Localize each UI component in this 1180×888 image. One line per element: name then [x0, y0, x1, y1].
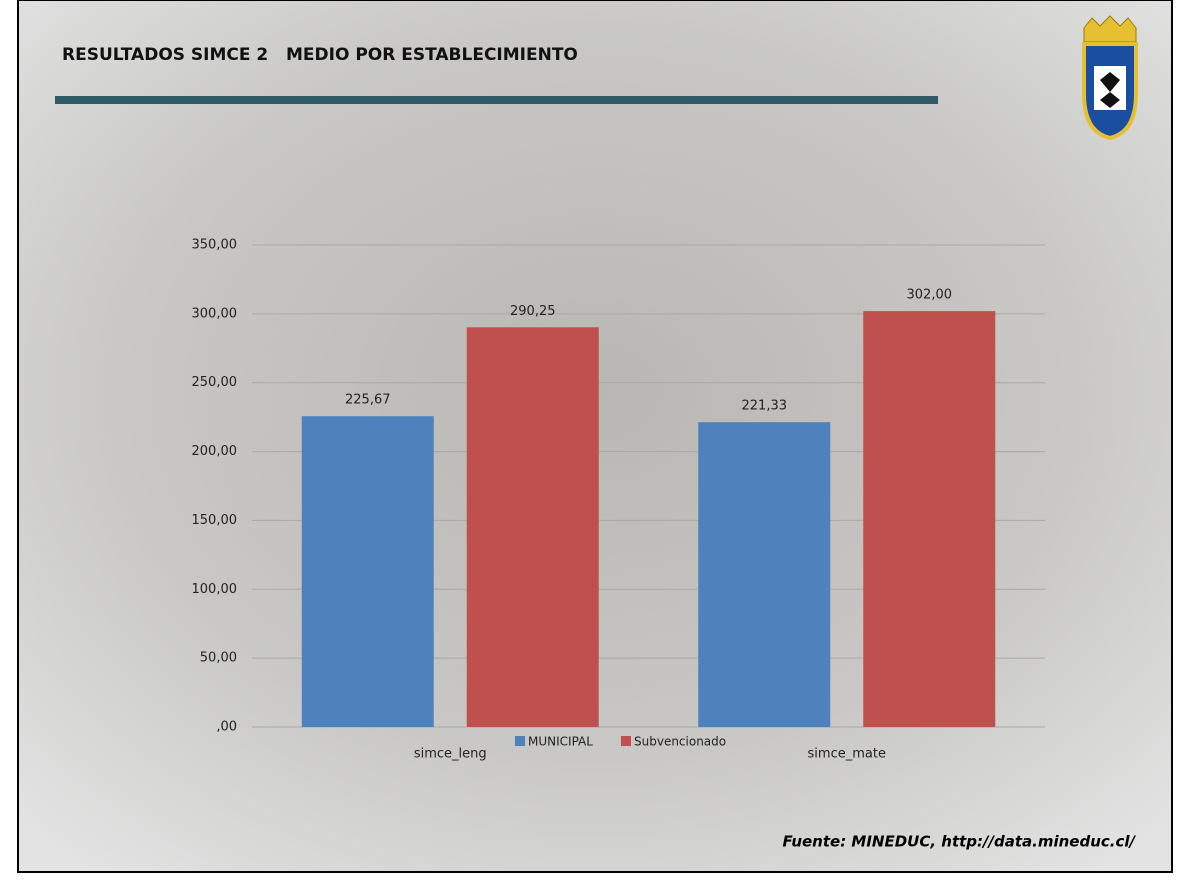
bar [302, 416, 434, 727]
coat-of-arms [1084, 16, 1136, 138]
bar [467, 327, 599, 727]
x-tick-label: simce_leng [414, 747, 487, 762]
y-tick-label: 300,00 [192, 306, 238, 321]
source-note: Fuente: MINEDUC, http://data.mineduc.cl/ [783, 833, 1137, 851]
legend-swatch [515, 736, 525, 746]
slide: RESULTADOS SIMCE 2 MEDIO POR ESTABLECIMI… [0, 0, 1180, 884]
y-tick-label: 50,00 [200, 651, 237, 666]
legend-swatch [621, 736, 631, 746]
y-tick-label: ,00 [216, 720, 237, 735]
y-tick-label: 350,00 [192, 238, 238, 253]
y-tick-label: 250,00 [192, 375, 238, 390]
bar [698, 422, 830, 727]
value-label: 225,67 [345, 393, 391, 408]
bar [863, 311, 995, 727]
value-label: 302,00 [907, 288, 953, 303]
value-label: 221,33 [742, 399, 788, 414]
x-tick-label: simce_mate [808, 747, 886, 762]
legend-label: MUNICIPAL [528, 735, 593, 749]
legend-label: Subvencionado [634, 735, 726, 749]
y-tick-label: 150,00 [192, 513, 238, 528]
y-tick-label: 100,00 [192, 582, 238, 597]
y-tick-label: 200,00 [192, 444, 238, 459]
page: RESULTADOS SIMCE 2 MEDIO POR ESTABLECIMI… [0, 0, 1180, 884]
slide-title: RESULTADOS SIMCE 2 MEDIO POR ESTABLECIMI… [62, 45, 578, 65]
title-rule [55, 96, 938, 104]
value-label: 290,25 [510, 304, 556, 319]
